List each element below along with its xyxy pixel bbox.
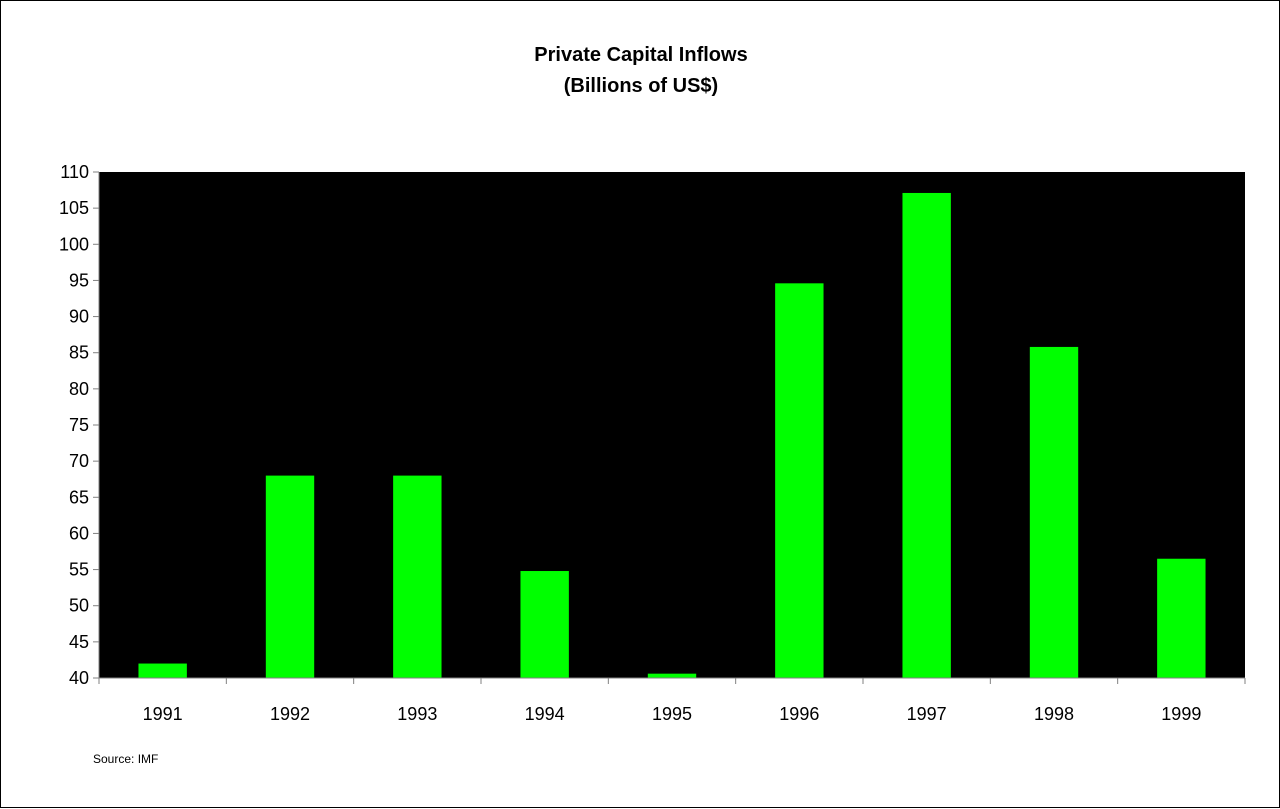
y-tick-label: 110 (60, 162, 89, 182)
bar-1997 (902, 192, 951, 678)
bar-1995 (647, 673, 697, 678)
bar-1991 (138, 663, 187, 678)
y-tick-label: 100 (59, 234, 89, 254)
bar-1992 (265, 475, 315, 678)
x-tick-label: 1995 (652, 704, 692, 724)
bars-group (138, 192, 1206, 678)
x-tick-label: 1996 (779, 704, 819, 724)
x-tick-label: 1993 (397, 704, 437, 724)
y-tick-label: 105 (59, 198, 89, 218)
y-tick-labels: 40 45 50 55 60 65 70 75 80 85 90 95 100 105 110 (59, 162, 89, 688)
x-tick-label: 1998 (1034, 704, 1074, 724)
y-tick-label: 90 (69, 307, 89, 327)
x-tick-labels: 1991 1992 1993 1994 1995 1996 1997 1998 1999 (143, 704, 1202, 724)
chart-subtitle: (Billions of US$) (564, 75, 718, 97)
y-tick-label: 80 (69, 379, 89, 399)
y-tick-label: 70 (69, 451, 89, 471)
x-tick-label: 1997 (907, 704, 947, 724)
y-tick-label: 60 (69, 523, 89, 543)
x-tick-label: 1999 (1161, 704, 1201, 724)
y-tick-label: 55 (69, 560, 89, 580)
x-tick-label: 1994 (525, 704, 565, 724)
chart-title: Private Capital Inflows (534, 44, 747, 66)
y-tick-label: 45 (69, 632, 89, 652)
y-tick-label: 95 (69, 270, 89, 290)
bar-1994 (520, 571, 569, 678)
bar-1999 (1157, 558, 1206, 678)
bar-1993 (393, 475, 442, 678)
y-tick-label: 75 (69, 415, 89, 435)
bar-1996 (775, 283, 824, 678)
source-note: Source: IMF (93, 752, 158, 766)
axes-group (93, 171, 1246, 684)
y-tick-label: 50 (69, 596, 89, 616)
y-tick-label: 65 (69, 487, 89, 507)
y-tick-label: 85 (69, 343, 89, 363)
bar-1998 (1029, 346, 1079, 678)
x-tick-label: 1992 (270, 704, 310, 724)
x-tick-label: 1991 (143, 704, 183, 724)
y-tick-label: 40 (69, 668, 89, 688)
